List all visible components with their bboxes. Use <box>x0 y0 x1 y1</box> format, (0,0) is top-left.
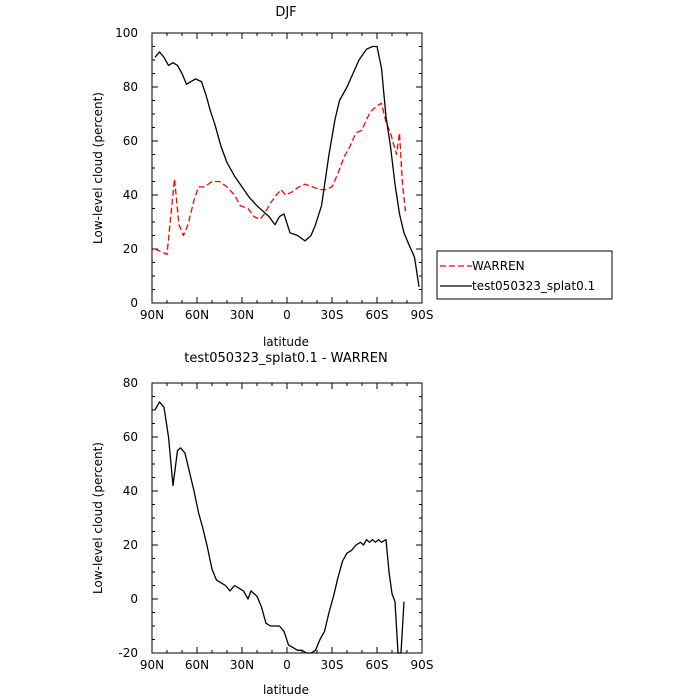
y-tick-label-top: 40 <box>123 188 138 202</box>
x-axis-label-top: latitude <box>263 335 309 349</box>
x-tick-label-bottom: 60S <box>366 658 389 672</box>
series-line-difference-bottom <box>154 401 405 654</box>
legend-label-warren: WARREN <box>472 259 525 273</box>
y-tick-label-top: 60 <box>123 134 138 148</box>
y-tick-label-top: 100 <box>115 26 138 40</box>
x-tick-label-bottom: 60N <box>185 658 209 672</box>
legend-label-test: test050323_splat0.1 <box>472 279 595 293</box>
x-tick-label-bottom: 30N <box>230 658 254 672</box>
plot-area-top: 90N 60N 30N 0 30S 60S 90S 0 20 40 60 80 100 <box>115 26 433 322</box>
x-tick-label-bottom: 30S <box>321 658 344 672</box>
x-tick-label-bottom: 90S <box>411 658 434 672</box>
plot-frame-bottom <box>151 382 423 654</box>
x-tick-label-bottom: 90N <box>140 658 164 672</box>
panel-top: DJF 90N 60N 30N 0 30S 60S 90S 0 20 40 60 80 100 lati… <box>91 5 613 349</box>
x-tick-label-top: 60S <box>366 308 389 322</box>
y-tick-label-bottom: 40 <box>123 484 138 498</box>
x-tick-label-bottom: 0 <box>283 658 291 672</box>
y-tick-label-top: 0 <box>130 296 138 310</box>
chart-title-bottom: test050323_splat0.1 - WARREN <box>184 351 387 366</box>
y-tick-label-bottom: 80 <box>123 376 138 390</box>
x-tick-label-top: 0 <box>283 308 291 322</box>
y-tick-label-bottom: -20 <box>118 646 138 660</box>
y-tick-label-top: 80 <box>123 80 138 94</box>
plot-area-bottom: 90N 60N 30N 0 30S 60S 90S -20 0 20 40 60 80 <box>118 376 433 672</box>
y-axis-label-top: Low-level cloud (percent) <box>91 92 105 244</box>
x-tick-label-top: 90S <box>411 308 434 322</box>
chart-title-top: DJF <box>275 5 296 20</box>
x-tick-label-top: 30N <box>230 308 254 322</box>
x-tick-label-top: 90N <box>140 308 164 322</box>
y-axis-label-bottom: Low-level cloud (percent) <box>91 442 105 594</box>
series-line-test050323-splat0-1-top <box>154 45 420 287</box>
y-tick-label-bottom: 20 <box>123 538 138 552</box>
legend: WARREN test050323_splat0.1 <box>436 250 613 300</box>
x-tick-label-top: 60N <box>185 308 209 322</box>
x-tick-label-top: 30S <box>321 308 344 322</box>
legend-box <box>436 250 613 300</box>
series-line-warren-top <box>154 102 407 256</box>
y-tick-label-bottom: 0 <box>130 592 138 606</box>
y-tick-label-top: 20 <box>123 242 138 256</box>
panel-bottom: test050323_splat0.1 - WARREN 90N 60N 30N 0 3… <box>91 351 433 697</box>
x-axis-label-bottom: latitude <box>263 683 309 697</box>
y-tick-label-bottom: 60 <box>123 430 138 444</box>
